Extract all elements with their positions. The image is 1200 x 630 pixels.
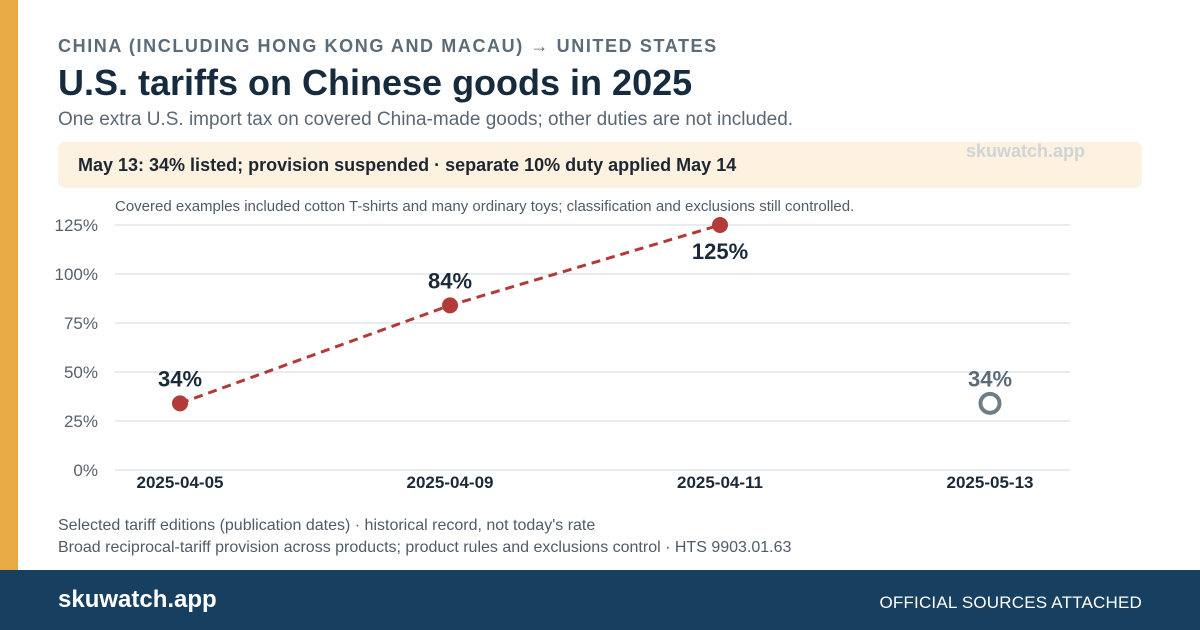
data-point: [172, 395, 188, 412]
watermark: skuwatch.app: [966, 141, 1086, 161]
footer: skuwatch.app OFFICIAL SOURCES ATTACHED: [0, 570, 1200, 630]
accent-bar: [0, 0, 18, 570]
data-point-suspended: [978, 391, 1002, 415]
data-labels: 34% 84% 125% 34%: [158, 239, 1012, 391]
y-axis: 0% 25% 50% 75% 100% 125%: [55, 216, 98, 480]
data-point: [442, 297, 458, 314]
y-tick-label: 25%: [64, 412, 98, 431]
grid-layer: [115, 224, 1070, 471]
page-title: U.S. tariffs on Chinese goods in 2025: [58, 62, 693, 103]
callout-text: May 13: 34% listed; provision suspended …: [78, 155, 737, 175]
series-line: [179, 223, 721, 405]
x-tick-label: 2025-04-05: [137, 473, 224, 492]
x-tick-label: 2025-04-09: [407, 473, 494, 492]
x-axis: 2025-04-05 2025-04-09 2025-04-11 2025-05-13: [137, 473, 1034, 492]
y-tick-label: 75%: [64, 314, 98, 333]
data-label: 84%: [428, 268, 472, 293]
footnote-source: Selected tariff editions (publication da…: [58, 517, 596, 534]
data-point: [712, 217, 728, 233]
footnote-scope: Broad reciprocal-tariff provision across…: [58, 539, 792, 556]
footer-note: OFFICIAL SOURCES ATTACHED: [879, 593, 1142, 612]
tariff-line-chart: Covered examples included cotton T-shirt…: [55, 198, 1070, 492]
x-tick-label: 2025-04-11: [677, 473, 763, 492]
y-tick-label: 0%: [73, 461, 98, 480]
data-label: 34%: [968, 366, 1012, 391]
x-tick-label: 2025-05-13: [947, 473, 1034, 492]
y-tick-label: 125%: [55, 216, 98, 235]
data-label: 125%: [692, 239, 748, 264]
page-subtitle: One extra U.S. import tax on covered Chi…: [58, 109, 794, 130]
footer-brand: skuwatch.app: [58, 586, 217, 613]
series-line-path: [179, 223, 721, 405]
y-tick-label: 100%: [55, 265, 98, 284]
chart-annotation: Covered examples included cotton T-shirt…: [115, 198, 854, 215]
y-tick-label: 50%: [64, 363, 98, 382]
status-callout: May 13: 34% listed; provision suspended …: [58, 142, 1142, 188]
data-label: 34%: [158, 366, 202, 391]
series-points: [172, 217, 1002, 415]
route-eyebrow: CHINA (INCLUDING HONG KONG AND MACAU) → …: [58, 36, 718, 56]
